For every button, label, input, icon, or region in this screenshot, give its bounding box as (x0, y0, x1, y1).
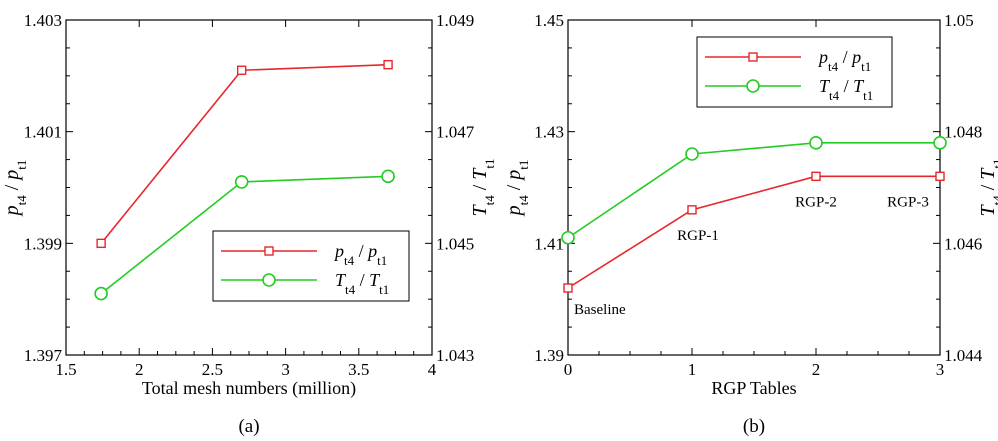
x-axis-title: Total mesh numbers (million) (142, 378, 356, 399)
data-point-circle (561, 230, 575, 245)
point-annotation: Baseline (574, 302, 626, 318)
panel-label: (a) (238, 416, 259, 437)
x-tick-label: 4 (428, 360, 437, 379)
series-line-pressure-ratio (567, 175, 940, 289)
legend-marker-square (264, 246, 274, 256)
y-left-tick-label: 1.45 (534, 11, 564, 30)
data-point-square (96, 238, 106, 249)
y-right-tick-label: 1.049 (436, 11, 474, 30)
data-point-circle (809, 136, 823, 150)
legend-box (212, 230, 410, 302)
legend-marker-square (748, 52, 758, 62)
series-line-pressure-ratio (100, 63, 389, 244)
data-point-circle (94, 286, 108, 301)
y-left-tick-label: 1.403 (24, 11, 62, 30)
data-point-square (687, 205, 697, 215)
y-right-tick-label: 1.044 (944, 346, 983, 365)
x-tick-label: 3.5 (348, 360, 369, 379)
x-tick-label: 2.5 (202, 360, 223, 379)
data-point-circle (234, 175, 249, 189)
point-annotation: RGP-2 (795, 194, 837, 210)
x-tick-label: 3 (281, 360, 290, 379)
y-left-tick-label: 1.39 (534, 346, 564, 365)
y-right-tick-label: 1.048 (944, 123, 982, 142)
y-left-tick-label: 1.399 (24, 234, 62, 253)
y-left-tick-label: 1.41 (534, 234, 564, 253)
legend-marker-circle (262, 273, 276, 287)
x-tick-label: 0 (564, 360, 573, 379)
chart-panel-a: 1.5 2 2.5 3 3.5 4 1.397 1.399 1.401 1.403 1.043 1.0… (1, 11, 497, 437)
y-left-axis-title: pt4 / pt1 (503, 160, 531, 218)
point-annotation: RGP-3 (887, 194, 929, 210)
y-right-tick-label: 1.046 (944, 234, 982, 253)
legend-label: Tt4 / Tt1 (335, 270, 389, 297)
y-right-axis-title: Tt4 / Tt1 (977, 158, 998, 216)
data-point-square (811, 171, 821, 182)
data-point-square (935, 171, 945, 182)
series-line-temperature-ratio (567, 142, 940, 239)
x-tick-label: 3 (936, 360, 945, 379)
data-point-circle (685, 147, 699, 161)
y-left-tick-label: 1.43 (534, 123, 564, 142)
chart-panel-b: 0 1 2 3 1.39 1.41 1.43 1.45 1.044 1.046 1.048 1.05 R… (503, 11, 998, 437)
y-right-tick-label: 1.047 (436, 123, 475, 142)
panel-label: (b) (743, 416, 765, 437)
x-tick-label: 2 (812, 360, 821, 379)
data-point-square (236, 65, 247, 75)
data-point-square (383, 59, 393, 70)
point-annotation: RGP-1 (677, 228, 719, 244)
data-point-circle (381, 169, 395, 184)
legend-label: pt4 / pt1 (817, 47, 871, 74)
y-left-tick-label: 1.397 (24, 346, 63, 365)
y-left-axis-title: pt4 / pt1 (1, 160, 29, 218)
data-point-circle (933, 136, 947, 150)
legend-label: pt4 / pt1 (333, 241, 387, 268)
x-axis-title: RGP Tables (711, 378, 796, 398)
y-right-axis-title: Tt4 / Tt1 (469, 158, 497, 216)
y-left-tick-label: 1.401 (24, 123, 62, 142)
data-point-square (563, 283, 573, 293)
legend-box (696, 36, 893, 108)
legend-label: Tt4 / Tt1 (819, 76, 873, 103)
y-right-tick-label: 1.045 (436, 234, 474, 253)
x-tick-label: 1 (688, 360, 697, 379)
x-tick-label: 1.5 (55, 360, 76, 379)
x-tick-label: 2 (135, 360, 144, 379)
y-right-tick-label: 1.043 (436, 346, 474, 365)
legend-marker-circle (746, 79, 760, 93)
y-right-tick-label: 1.05 (944, 11, 974, 30)
